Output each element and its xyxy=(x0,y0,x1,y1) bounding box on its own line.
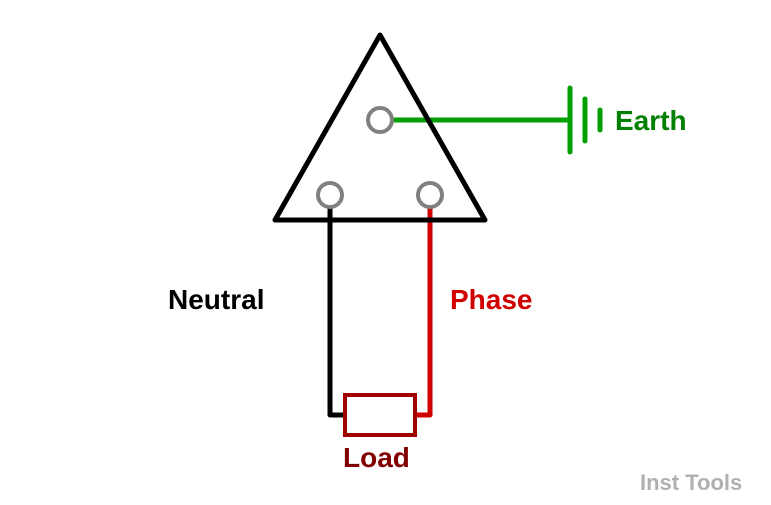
phase-label: Phase xyxy=(450,284,533,316)
earth-label: Earth xyxy=(615,105,687,137)
load-label: Load xyxy=(343,442,410,474)
neutral-label: Neutral xyxy=(168,284,264,316)
watermark-text: Inst Tools xyxy=(640,470,742,496)
circuit-diagram xyxy=(0,0,771,505)
